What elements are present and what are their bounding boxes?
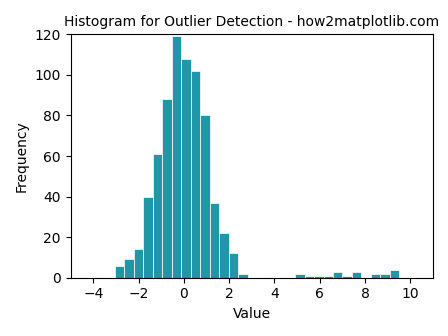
Bar — [153, 154, 162, 278]
Bar — [172, 36, 181, 278]
Bar — [219, 233, 228, 278]
Bar — [352, 271, 362, 278]
Title: Histogram for Outlier Detection - how2matplotlib.com: Histogram for Outlier Detection - how2ma… — [64, 15, 439, 29]
Bar — [181, 59, 191, 278]
Bar — [371, 274, 380, 278]
Bar — [162, 99, 172, 278]
Bar — [333, 271, 342, 278]
Bar — [228, 253, 238, 278]
Y-axis label: Frequency: Frequency — [15, 120, 29, 192]
Bar — [134, 249, 143, 278]
Bar — [295, 274, 305, 278]
Bar — [342, 276, 352, 278]
Bar — [210, 203, 219, 278]
Bar — [200, 116, 210, 278]
Bar — [390, 269, 399, 278]
X-axis label: Value: Value — [233, 307, 271, 321]
Bar — [125, 259, 134, 278]
Bar — [238, 274, 248, 278]
Bar — [323, 276, 333, 278]
Bar — [115, 265, 125, 278]
Bar — [143, 197, 153, 278]
Bar — [314, 276, 323, 278]
Bar — [305, 276, 314, 278]
Bar — [380, 274, 390, 278]
Bar — [191, 71, 200, 278]
